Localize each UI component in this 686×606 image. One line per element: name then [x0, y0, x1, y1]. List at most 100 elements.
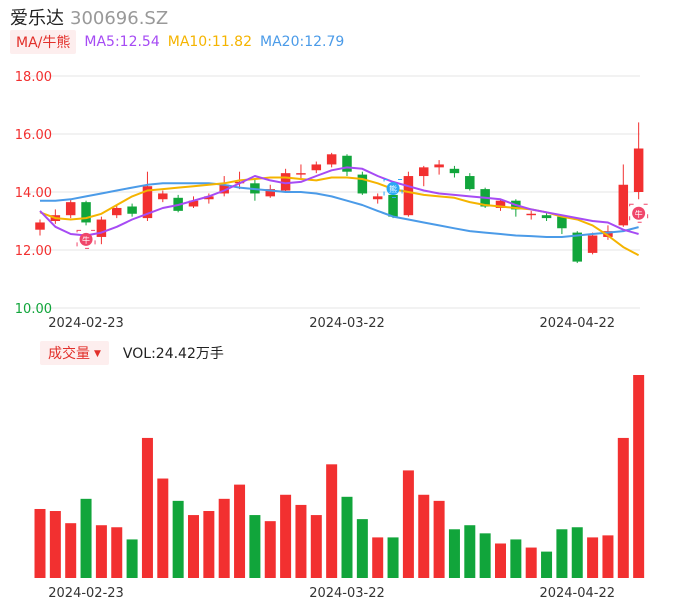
candle-body	[557, 216, 567, 229]
candle-body	[296, 173, 306, 175]
ma-bull-bear-toggle[interactable]: MA/牛熊	[10, 30, 77, 54]
volume-bar	[541, 551, 553, 578]
candle-body	[204, 196, 214, 200]
candle-body	[618, 184, 629, 226]
candle-body	[127, 206, 137, 214]
volume-bar	[341, 496, 353, 578]
volume-bar	[602, 535, 614, 578]
volume-bar	[448, 529, 460, 578]
volume-bar	[587, 537, 599, 578]
volume-bar	[218, 498, 230, 578]
volume-bar	[95, 525, 107, 578]
candle-body	[572, 232, 582, 262]
ma20-label: MA20:12.79	[260, 34, 345, 50]
volume-bar	[203, 511, 215, 578]
volume-bar	[356, 519, 368, 578]
volume-bar	[571, 527, 583, 578]
volume-bar	[372, 537, 384, 578]
stock-title: 爱乐达 300696.SZ	[10, 4, 168, 30]
ma-legend: MA/牛熊 MA5:12.54 MA10:11.82 MA20:12.79	[10, 30, 344, 54]
candle-body	[541, 215, 552, 219]
volume-bar	[34, 508, 46, 578]
marker-badge	[386, 182, 400, 196]
ma10-label: MA10:11.82	[167, 34, 253, 50]
y-tick-label: 18.00	[15, 70, 52, 85]
candle-body	[419, 167, 429, 177]
volume-bar	[126, 539, 138, 578]
volume-bar	[525, 547, 537, 578]
marker-frame	[76, 229, 96, 249]
marker-badge	[632, 206, 646, 220]
volume-bar	[495, 543, 506, 578]
stock-code: 300696.SZ	[70, 8, 169, 29]
volume-bar	[80, 498, 92, 578]
volume-bar	[264, 521, 276, 578]
volume-bar	[280, 494, 292, 578]
volume-bar	[310, 515, 322, 578]
y-tick-label: 16.00	[15, 128, 52, 143]
x-tick-label: 2024-04-22	[539, 586, 615, 601]
volume-bar	[295, 504, 307, 578]
candle-body	[526, 213, 536, 216]
volume-indicator-dropdown[interactable]: 成交量 ▼	[40, 341, 109, 365]
x-tick-label: 2024-03-22	[309, 316, 385, 331]
volume-bar	[111, 527, 123, 578]
volume-bar	[556, 529, 568, 578]
candle-body	[65, 202, 76, 216]
candle-body	[434, 164, 444, 168]
volume-bar	[172, 500, 184, 578]
candle-body	[311, 164, 322, 171]
volume-bar	[188, 515, 199, 578]
candle-body	[81, 202, 91, 223]
stock-name: 爱乐达	[10, 8, 64, 29]
caret-down-icon: ▼	[94, 349, 101, 359]
candle-body	[188, 200, 199, 207]
marker-label: 牛	[635, 209, 643, 219]
candle-body	[35, 222, 45, 230]
volume-bar	[479, 533, 491, 578]
candle-body	[326, 154, 337, 165]
volume-bar	[433, 500, 445, 578]
candle-body	[587, 235, 598, 253]
y-tick-label: 14.00	[15, 186, 52, 201]
candle-body	[372, 196, 383, 200]
x-tick-label: 2024-02-23	[48, 586, 124, 601]
volume-bar	[65, 523, 77, 578]
candle-body	[342, 155, 352, 172]
volume-bar	[633, 375, 645, 578]
volume-bar	[249, 515, 261, 578]
bull-marker: 牛	[629, 203, 649, 223]
ma20-line	[40, 182, 639, 238]
candle-body	[96, 219, 107, 237]
volume-bar	[418, 494, 430, 578]
marker-frame	[629, 203, 649, 223]
volume-bar	[234, 484, 246, 578]
candle-body	[158, 193, 168, 200]
candle-body	[388, 194, 398, 217]
volume-indicator-label: 成交量	[48, 346, 90, 362]
candle-body	[112, 207, 122, 216]
volume-bar	[510, 539, 522, 578]
bear-marker: 熊	[383, 179, 403, 199]
ma5-line	[39, 166, 639, 237]
candle-body	[495, 200, 506, 208]
candle-body	[633, 148, 644, 192]
candle-body	[357, 174, 368, 194]
volume-bar	[326, 464, 338, 578]
candle-body	[603, 231, 613, 237]
y-tick-label: 10.00	[15, 302, 52, 317]
volume-bar	[387, 537, 399, 578]
x-tick-label: 2024-04-22	[539, 316, 615, 331]
volume-value-label: VOL:24.42万手	[122, 346, 224, 362]
volume-bar	[464, 525, 476, 578]
volume-legend: 成交量 ▼ VOL:24.42万手	[40, 341, 224, 365]
candle-body	[403, 176, 414, 216]
candle-body	[142, 186, 153, 219]
x-tick-label: 2024-02-23	[48, 316, 124, 331]
candle-body	[465, 176, 475, 190]
x-tick-label: 2024-03-22	[309, 586, 385, 601]
marker-frame	[383, 179, 403, 199]
ma5-label: MA5:12.54	[84, 34, 160, 50]
bull-marker: 牛	[76, 229, 96, 249]
